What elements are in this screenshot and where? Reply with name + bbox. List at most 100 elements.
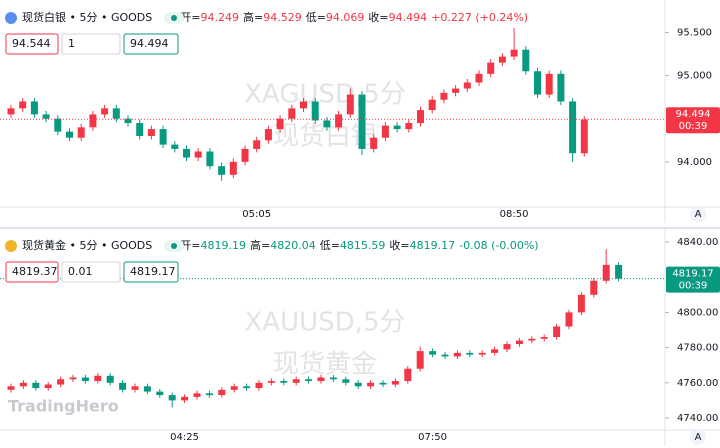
last-price-box xyxy=(666,266,720,293)
candle-body xyxy=(379,382,387,385)
last-price-box xyxy=(666,107,720,134)
order-quantity-box[interactable] xyxy=(61,261,121,283)
candle-body xyxy=(416,351,424,369)
candle-body xyxy=(206,151,214,167)
candle-body xyxy=(503,344,511,350)
candle-body xyxy=(565,312,573,327)
ohlc-header: 现货白银 • 5分 • GOODS 开=94.249 高=94.529 低=94.06… xyxy=(22,10,528,24)
candle-body xyxy=(534,71,541,95)
candle-body xyxy=(393,125,401,130)
candle-body xyxy=(569,101,577,154)
ohlc-label: 高= xyxy=(250,238,270,252)
candle-body xyxy=(147,129,155,136)
candle-body xyxy=(264,129,272,141)
ohlc-label: 开= xyxy=(180,11,200,24)
candle-body xyxy=(478,352,486,355)
y-tick-label: 94.000 xyxy=(677,157,712,168)
candle-body xyxy=(54,118,62,132)
candle-body xyxy=(112,108,120,119)
candle-body xyxy=(253,140,261,149)
y-tick-label: 4780.00 xyxy=(677,343,718,354)
watermark: 现货黄金 xyxy=(273,350,377,380)
auto-scale-label[interactable]: A xyxy=(695,432,702,443)
candle-body xyxy=(317,377,325,382)
x-tick-label: 08:50 xyxy=(500,209,529,220)
candle-body xyxy=(354,382,362,387)
candle-body xyxy=(194,151,202,158)
candle-body xyxy=(136,123,144,136)
x-tick-label: 04:25 xyxy=(170,432,199,443)
candle-body xyxy=(69,377,77,380)
countdown-label: 00:39 xyxy=(679,121,708,132)
candle-body xyxy=(243,386,251,389)
candle-body xyxy=(77,127,85,138)
candle-body xyxy=(577,294,585,313)
candle-body xyxy=(323,120,331,128)
order-quantity-box[interactable] xyxy=(61,33,121,55)
ohlc-value: 94.494 xyxy=(389,11,428,24)
order-sell-box[interactable] xyxy=(5,261,59,283)
order-buy-box[interactable] xyxy=(123,261,179,283)
brand-logo: TradingHero xyxy=(8,397,119,416)
order-sell-value[interactable]: 4819.37 xyxy=(12,265,58,278)
ohlc-label: 低= xyxy=(306,11,326,24)
order-buy-value[interactable]: 4819.17 xyxy=(130,265,176,278)
candle-body xyxy=(540,337,548,339)
order-sell-box[interactable] xyxy=(5,33,59,55)
order-quantity-value[interactable]: 1 xyxy=(68,37,75,50)
order-buy-box[interactable] xyxy=(123,33,179,55)
order-sell-value[interactable]: 94.544 xyxy=(12,37,51,50)
candle-body xyxy=(94,375,102,382)
candle-body xyxy=(346,94,354,115)
ohlc-label: 高= xyxy=(243,10,263,24)
candle-body xyxy=(205,393,213,396)
ohlc-label: 收= xyxy=(368,10,388,24)
candle-body xyxy=(193,393,201,397)
candle-body xyxy=(218,166,226,175)
candle-body xyxy=(417,110,424,124)
candle-body xyxy=(276,118,284,130)
auto-scale-button[interactable] xyxy=(690,429,706,445)
symbol-title: 现货白银 • 5分 • GOODS xyxy=(22,10,152,24)
y-tick-label: 95.500 xyxy=(677,27,712,38)
ohlc-value: 94.249 xyxy=(200,11,239,24)
y-tick-label: 4800.00 xyxy=(677,307,718,318)
symbol-icon xyxy=(5,240,17,252)
last-price-label: 94.494 xyxy=(676,109,711,120)
last-price-label: 4819.17 xyxy=(672,269,713,280)
auto-scale-button[interactable] xyxy=(690,206,706,222)
candle-body xyxy=(615,264,623,279)
visibility-dot xyxy=(171,243,177,249)
candle-body xyxy=(81,377,89,382)
candle-body xyxy=(463,82,471,89)
auto-scale-label[interactable]: A xyxy=(695,209,702,220)
candle-body xyxy=(156,391,164,396)
ohlc-label: 收= xyxy=(389,238,409,252)
candle-body xyxy=(241,148,249,162)
candle-body xyxy=(370,137,378,149)
candle-body xyxy=(30,101,38,115)
candle-body xyxy=(553,326,561,338)
candle-body xyxy=(292,379,300,383)
candle-body xyxy=(168,395,176,401)
candle-body xyxy=(311,101,319,121)
order-quantity-value[interactable]: 0.01 xyxy=(68,265,93,278)
candle-body xyxy=(255,382,263,389)
candle-body xyxy=(101,108,109,115)
ohlc-value: 4815.59 xyxy=(340,239,386,252)
candle-body xyxy=(19,101,27,109)
candle-body xyxy=(267,381,275,383)
candle-body xyxy=(522,49,530,72)
candle-body xyxy=(429,351,437,355)
x-tick-label: 07:50 xyxy=(418,432,447,443)
change-value: +0.227 (+0.24%) xyxy=(431,11,528,24)
candle-body xyxy=(487,62,495,74)
candle-body xyxy=(66,131,73,138)
candle-body xyxy=(510,49,518,57)
candle-body xyxy=(453,352,461,357)
y-tick-label: 4840.00 xyxy=(677,237,718,248)
candle-body xyxy=(590,280,598,295)
candle-body xyxy=(466,352,474,355)
order-buy-value[interactable]: 94.494 xyxy=(130,37,169,50)
